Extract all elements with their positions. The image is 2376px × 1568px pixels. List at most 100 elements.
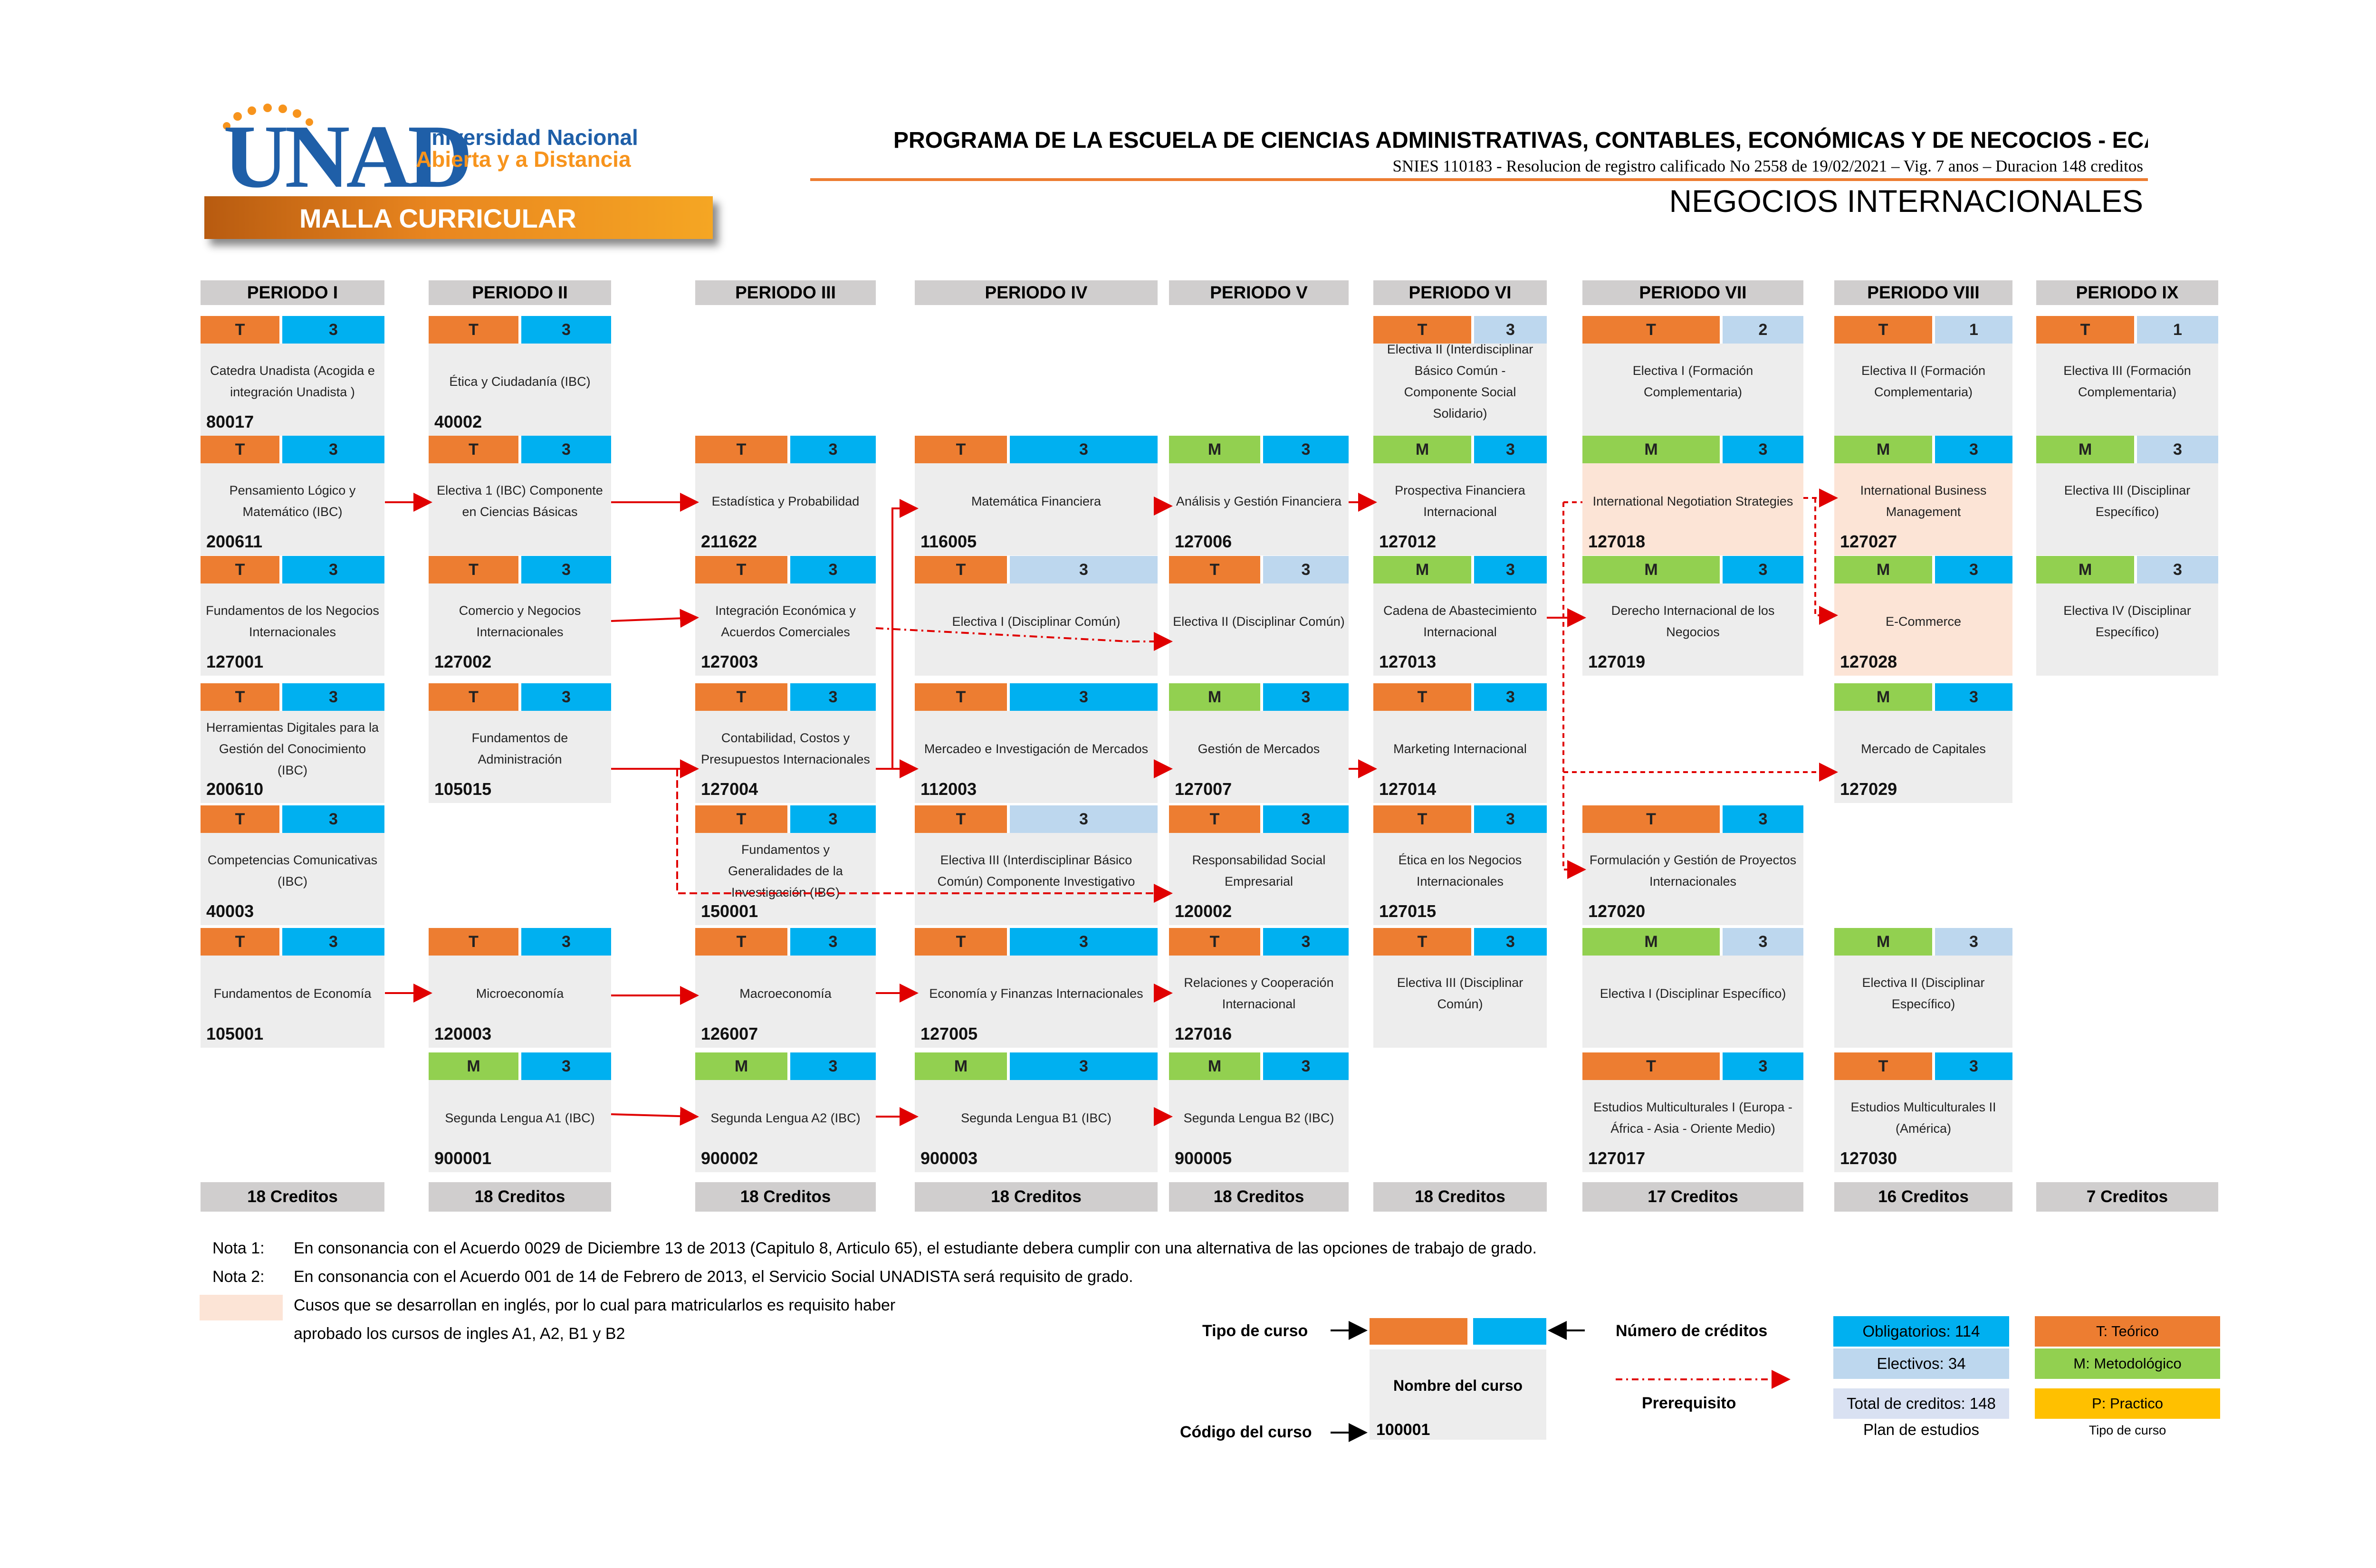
course-card[interactable]: T 3 Estudios Multiculturales II (América) 1…: [1834, 1052, 2012, 1172]
course-body: E-Commerce 127028: [1834, 583, 2012, 676]
course-card[interactable]: T 3 Catedra Unadista (Acogida e integració…: [201, 316, 384, 436]
period-credits: 16 Creditos: [1834, 1182, 2012, 1212]
period-credits: 18 Creditos: [915, 1182, 1158, 1212]
legend-numero-creditos: Número de créditos: [1616, 1322, 1768, 1340]
course-type-tag: M: [1834, 556, 1932, 583]
legend-course-body: [1370, 1349, 1546, 1440]
legend-type-swatch: [1370, 1318, 1467, 1345]
course-card[interactable]: T 3 Herramientas Digitales para la Gestión…: [201, 683, 384, 803]
course-type-tag: T: [429, 556, 518, 583]
course-card[interactable]: M 3 Electiva II (Disciplinar Específico): [1834, 928, 2012, 1048]
course-card[interactable]: T 3 Electiva II (Interdisciplinar Básico C…: [1373, 316, 1547, 436]
course-card[interactable]: T 3 Electiva III (Interdisciplinar Básico …: [915, 805, 1158, 925]
course-name: Estudios Multiculturales II (América): [1850, 1100, 1996, 1136]
course-card[interactable]: T 3 Matemática Financiera 116005: [915, 436, 1158, 555]
course-card[interactable]: M 3 Análisis y Gestión Financiera 127006: [1169, 436, 1349, 555]
course-card[interactable]: T 3 Electiva II (Disciplinar Común): [1169, 556, 1349, 676]
period-credits: 18 Creditos: [695, 1182, 876, 1212]
course-card[interactable]: M 3 Electiva III (Disciplinar Específico): [2036, 436, 2218, 555]
course-card[interactable]: T 1 Electiva III (Formación Complementaria…: [2036, 316, 2218, 436]
course-card[interactable]: T 3 Responsabilidad Social Empresarial 1200…: [1169, 805, 1349, 925]
course-body: Marketing Internacional 127014: [1373, 711, 1547, 803]
legend-tipo-curso-small: Tipo de curso: [2089, 1423, 2166, 1437]
course-credits-tag: 3: [282, 805, 384, 833]
course-card[interactable]: M 3 Mercado de Capitales 127029: [1834, 683, 2012, 803]
legend-teorico: T: Teórico: [2035, 1316, 2220, 1347]
course-name: Economía y Finanzas Internacionales: [929, 986, 1143, 1001]
course-code: 127004: [701, 779, 758, 799]
course-card[interactable]: T 1 Electiva II (Formación Complementaria): [1834, 316, 2012, 436]
course-type-tag: T: [695, 436, 787, 463]
course-name: Formulación y Gestión de Proyectos Inter…: [1589, 853, 1797, 889]
course-card[interactable]: T 3 Electiva I (Disciplinar Común): [915, 556, 1158, 676]
course-name: Estadística y Probabilidad: [711, 494, 860, 508]
course-card[interactable]: M 3 Derecho Internacional de los Negocios 1…: [1582, 556, 1803, 676]
course-name: Electiva III (Formación Complementaria): [2063, 363, 2191, 399]
course-card[interactable]: T 3 Macroeconomía 126007: [695, 928, 876, 1048]
course-name: Electiva I (Disciplinar Común): [952, 614, 1121, 629]
course-body: Mercadeo e Investigación de Mercados 1120…: [915, 711, 1158, 803]
course-card[interactable]: T 3 Estadística y Probabilidad 211622: [695, 436, 876, 555]
course-card[interactable]: T 3 Ética en los Negocios Internacionales 1…: [1373, 805, 1547, 925]
course-name: Herramientas Digitales para la Gestión d…: [206, 720, 379, 777]
course-credits-tag: 3: [1010, 683, 1158, 711]
course-card[interactable]: M 3 E-Commerce 127028: [1834, 556, 2012, 676]
period-credits: 17 Creditos: [1582, 1182, 1803, 1212]
course-card[interactable]: M 3 Segunda Lengua A2 (IBC) 900002: [695, 1052, 876, 1172]
course-card[interactable]: M 3 Electiva IV (Disciplinar Específico): [2036, 556, 2218, 676]
course-card[interactable]: T 3 Marketing Internacional 127014: [1373, 683, 1547, 803]
course-card[interactable]: T 3 Formulación y Gestión de Proyectos Int…: [1582, 805, 1803, 925]
course-type-tag: T: [201, 556, 279, 583]
course-card[interactable]: T 3 Electiva III (Disciplinar Común): [1373, 928, 1547, 1048]
course-card[interactable]: T 3 Ética y Ciudadanía (IBC) 40002: [429, 316, 611, 436]
course-card[interactable]: T 3 Fundamentos de los Negocios Internacio…: [201, 556, 384, 676]
course-name: Pensamiento Lógico y Matemático (IBC): [229, 483, 356, 519]
course-card[interactable]: T 2 Electiva I (Formación Complementaria): [1582, 316, 1803, 436]
course-card[interactable]: M 3 Segunda Lengua B1 (IBC) 900003: [915, 1052, 1158, 1172]
course-card[interactable]: T 3 Estudios Multiculturales I (Europa - Á…: [1582, 1052, 1803, 1172]
course-name: Electiva II (Disciplinar Común): [1173, 614, 1345, 629]
course-card[interactable]: T 3 Comercio y Negocios Internacionales 127…: [429, 556, 611, 676]
course-card[interactable]: T 3 Relaciones y Cooperación Internacional…: [1169, 928, 1349, 1048]
course-type-tag: T: [915, 556, 1007, 583]
course-name: Segunda Lengua A2 (IBC): [710, 1110, 861, 1125]
course-name: Estudios Multiculturales I (Europa - Áfr…: [1593, 1100, 1792, 1136]
course-type-tag: T: [695, 805, 787, 833]
course-card[interactable]: M 3 International Negotiation Strategies 12…: [1582, 436, 1803, 555]
course-card[interactable]: M 3 Prospectiva Financiera Internacional 12…: [1373, 436, 1547, 555]
period-header: PERIODO VI: [1373, 280, 1547, 305]
course-card[interactable]: T 3 Fundamentos de Economía 105001: [201, 928, 384, 1048]
course-card[interactable]: T 3 Microeconomía 120003: [429, 928, 611, 1048]
legend-credit-swatch: [1473, 1318, 1546, 1345]
course-card[interactable]: M 3 International Business Management 12702…: [1834, 436, 2012, 555]
course-card[interactable]: T 3 Fundamentos de Administración 105015: [429, 683, 611, 803]
course-credits-tag: 3: [2137, 556, 2218, 583]
course-card[interactable]: T 3 Economía y Finanzas Internacionales 127…: [915, 928, 1158, 1048]
banner-title: MALLA CURRICULAR: [299, 203, 576, 233]
course-type-tag: M: [1169, 1052, 1260, 1080]
course-type-tag: T: [695, 683, 787, 711]
course-card[interactable]: T 3 Integración Económica y Acuerdos Comer…: [695, 556, 876, 676]
legend-prerequisito: Prerequisito: [1642, 1394, 1736, 1412]
course-card[interactable]: T 3 Fundamentos y Generalidades de la Inve…: [695, 805, 876, 925]
course-credits-tag: 3: [282, 316, 384, 344]
course-credits-tag: 3: [1935, 556, 2012, 583]
course-card[interactable]: T 3 Mercadeo e Investigación de Mercados 11…: [915, 683, 1158, 803]
course-card[interactable]: M 3 Segunda Lengua A1 (IBC) 900001: [429, 1052, 611, 1172]
nota2-text: En consonancia con el Acuerdo 001 de 14 …: [294, 1268, 1133, 1286]
total-creditos: Total de creditos: 148: [1833, 1388, 2009, 1419]
course-body: Fundamentos de Administración 105015: [429, 711, 611, 803]
course-card[interactable]: T 3 Contabilidad, Costos y Presupuestos In…: [695, 683, 876, 803]
course-card[interactable]: M 3 Electiva I (Disciplinar Específico): [1582, 928, 1803, 1048]
course-card[interactable]: T 3 Electiva 1 (IBC) Componente en Ciencia…: [429, 436, 611, 555]
course-card[interactable]: M 3 Cadena de Abastecimiento Internacional…: [1373, 556, 1547, 676]
course-card[interactable]: T 3 Competencias Comunicativas (IBC) 40003: [201, 805, 384, 925]
course-card[interactable]: M 3 Gestión de Mercados 127007: [1169, 683, 1349, 803]
english-course-swatch: [200, 1295, 283, 1320]
course-name: Electiva I (Disciplinar Específico): [1600, 986, 1786, 1001]
course-credits-tag: 3: [1474, 928, 1547, 956]
course-card[interactable]: T 3 Pensamiento Lógico y Matemático (IBC) 2…: [201, 436, 384, 555]
course-body: Electiva II (Formación Complementaria): [1834, 344, 2012, 436]
course-body: Prospectiva Financiera Internacional 1270…: [1373, 463, 1547, 555]
course-card[interactable]: M 3 Segunda Lengua B2 (IBC) 900005: [1169, 1052, 1349, 1172]
